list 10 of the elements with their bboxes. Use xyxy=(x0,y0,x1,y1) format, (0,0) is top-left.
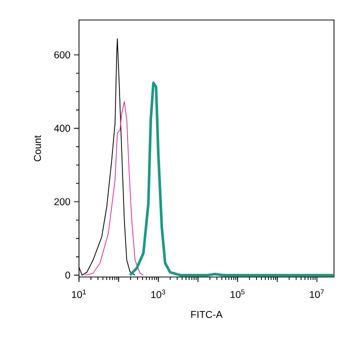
y-tick-label: 600 xyxy=(54,51,70,58)
x-axis-title: FITC-A xyxy=(191,310,223,318)
y-tick-label: 0 xyxy=(65,272,70,279)
x-tick-label: 10$^{7}$ xyxy=(310,290,324,298)
y-axis-title: Count xyxy=(34,135,42,162)
x-tick-label: 10$^{3}$ xyxy=(151,290,166,298)
x-tick-label: 10$^{1}$ xyxy=(72,290,86,298)
y-tick-label: 200 xyxy=(54,198,70,206)
x-tick-label: 10$^{5}$ xyxy=(230,290,245,298)
y-tick-label: 400 xyxy=(54,124,70,132)
